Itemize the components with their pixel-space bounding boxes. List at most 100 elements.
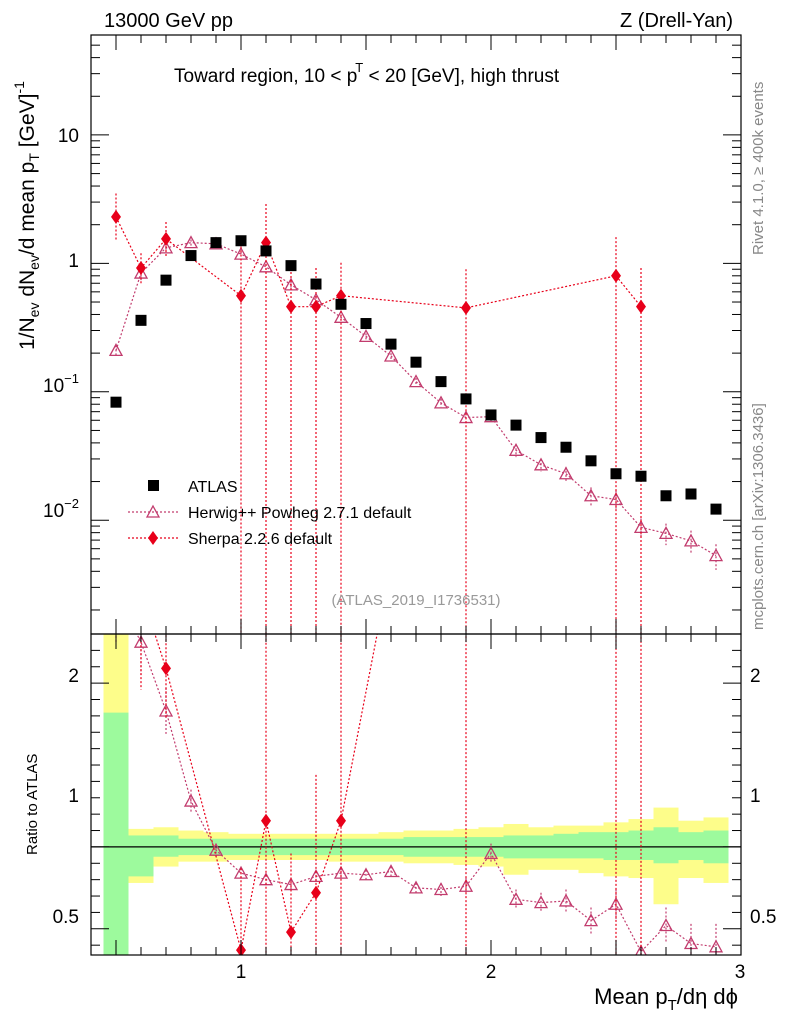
sherpa-ratio-point	[261, 813, 271, 828]
sherpa-main-point	[136, 261, 146, 276]
legend-herwig-label: Herwig++ Powheg 2.7.1 default	[188, 505, 412, 522]
atlas-data-point	[385, 338, 397, 350]
atlas-data-point	[310, 278, 322, 290]
axis-ticks	[91, 34, 742, 955]
region-title: Toward region, 10 < pTT < 20 [GeV], high…	[174, 60, 560, 87]
legend-sherpa-label: Sherpa 2.2.6 default	[188, 531, 333, 548]
sherpa-main-point	[111, 209, 121, 224]
ytick-ratio-0.5-left: 0.5	[53, 907, 79, 928]
herwig-main-point	[408, 374, 424, 388]
band-inner-bin	[103, 712, 129, 955]
herwig-ratio-point	[658, 918, 674, 932]
xtick-2: 2	[486, 962, 497, 983]
herwig-main-point	[533, 457, 549, 471]
atlas-data-point	[585, 455, 597, 467]
region-title-sub: T	[355, 60, 363, 75]
ytick-main-10: 10	[58, 126, 79, 147]
sherpa-main-point	[161, 231, 171, 246]
herwig-ratio-point	[533, 895, 549, 909]
band-inner-bin	[153, 835, 179, 857]
sherpa-main-point	[236, 288, 246, 303]
atlas-data-point	[260, 245, 272, 257]
atlas-data-point	[335, 298, 347, 310]
region-title-prefix: Toward region, 10 < p	[174, 66, 357, 87]
atlas-data-point	[635, 470, 647, 482]
herwig-ratio-point	[183, 793, 199, 807]
herwig-ratio-point	[433, 882, 449, 896]
ytick-ratio-0.5-right: 0.5	[750, 907, 776, 928]
atlas-data-point	[535, 432, 547, 444]
band-inner-bin	[678, 832, 704, 861]
sherpa-ratio-point	[161, 661, 171, 676]
sherpa-main-point	[636, 299, 646, 314]
herwig-main-point	[258, 259, 274, 273]
herwig-ratio-point	[208, 842, 224, 856]
sherpa-main-point	[286, 299, 296, 314]
herwig-main-point	[158, 240, 174, 254]
atlas-data-point	[660, 490, 672, 502]
sherpa-ratio-point	[136, 584, 146, 598]
atlas-data-point	[135, 314, 147, 326]
herwig-ratio-point	[133, 634, 149, 648]
analysis-id: (ATLAS_2019_I1736531)	[331, 592, 500, 609]
atlas-data-point	[510, 419, 522, 431]
herwig-ratio-point	[308, 869, 324, 883]
herwig-ratio-point	[333, 865, 349, 879]
atlas-data-point	[235, 235, 247, 247]
herwig-ratio-point	[408, 880, 424, 894]
ytick-main-1: 1	[68, 251, 79, 272]
herwig-ratio-point	[358, 867, 374, 881]
herwig-main-point	[183, 235, 199, 249]
y-axis-label-main: 1/Nev dNev/d mean pT [GeV]-1	[11, 81, 42, 350]
beam-label: 13000 GeV pp	[104, 10, 233, 32]
herwig-main-point	[608, 492, 624, 506]
herwig-ratio-point	[483, 846, 499, 860]
sherpa-main-line	[115, 216, 642, 309]
atlas-data-point	[410, 356, 422, 368]
ratio-frame	[90, 633, 742, 956]
herwig-main-point	[508, 442, 524, 456]
herwig-ratio-point	[158, 703, 174, 717]
herwig-main-point	[433, 395, 449, 409]
herwig-main-point	[658, 525, 674, 540]
herwig-ratio-point	[458, 878, 474, 892]
herwig-ratio-point	[508, 891, 524, 905]
main-panel-marks	[108, 193, 724, 634]
herwig-ratio-point	[583, 913, 599, 927]
ytick-main-0.1: 10−1	[43, 371, 79, 397]
herwig-main-point	[583, 488, 599, 502]
herwig-main-point	[333, 309, 349, 323]
herwig-main-point	[683, 533, 699, 547]
herwig-ratio-point	[383, 864, 399, 878]
legend-herwig-marker	[145, 504, 161, 518]
atlas-data-point	[485, 409, 497, 421]
legend-data-marker	[148, 480, 159, 491]
legend-sherpa-marker	[148, 531, 158, 545]
ytick-ratio-1-left: 1	[68, 786, 79, 807]
atlas-data-point	[185, 250, 197, 262]
band-inner-bin	[653, 827, 679, 864]
x-axis-label: Mean pT/dη dϕ	[594, 984, 738, 1014]
y-axis-label-ratio: Ratio to ATLAS	[24, 754, 41, 855]
herwig-ratio-point	[558, 893, 574, 907]
atlas-data-point	[560, 441, 572, 453]
atlas-data-point	[610, 468, 622, 480]
sherpa-main-point	[311, 299, 321, 314]
ytick-ratio-1-right: 1	[750, 786, 761, 807]
herwig-ratio-point	[635, 944, 647, 955]
sherpa-main-point	[461, 300, 471, 315]
region-title-suffix: < 20 [GeV], high thrust	[363, 66, 560, 87]
mcplots-label: mcplots.cern.ch [arXiv:1306.3436]	[750, 403, 767, 630]
legend: ATLAS Herwig++ Powheg 2.7.1 default Sher…	[128, 479, 412, 548]
atlas-data-point	[210, 237, 222, 249]
ratio-panel-marks	[91, 584, 741, 955]
atlas-data-point	[460, 393, 472, 405]
sherpa-main-point	[611, 268, 621, 283]
rivet-label: Rivet 4.1.0, ≥ 400k events	[750, 82, 767, 255]
ytick-ratio-2-right: 2	[750, 666, 761, 687]
atlas-data-point	[360, 318, 372, 330]
herwig-main-point	[383, 348, 399, 362]
atlas-data-point	[285, 260, 297, 272]
ytick-ratio-2-left: 2	[68, 666, 79, 687]
